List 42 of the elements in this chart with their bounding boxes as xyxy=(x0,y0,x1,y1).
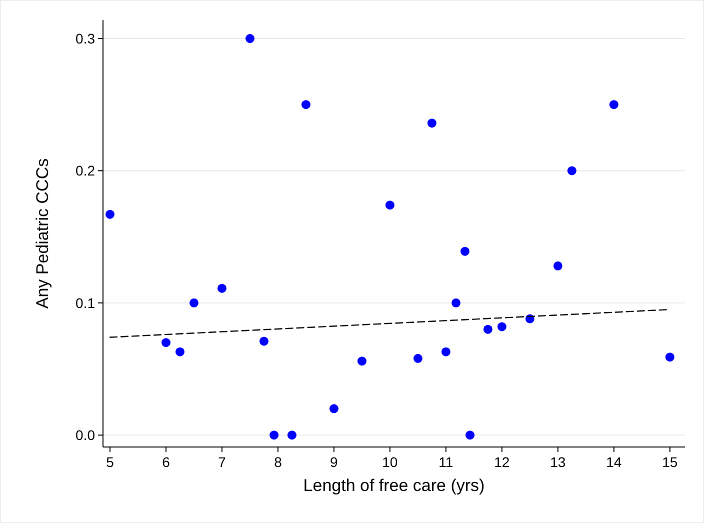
point xyxy=(161,338,170,348)
point xyxy=(665,352,674,362)
point xyxy=(497,322,506,332)
point xyxy=(609,100,618,110)
y-axis-title: Any Pediatric CCCs xyxy=(33,158,52,309)
point xyxy=(385,200,394,210)
x-tick-label: 5 xyxy=(106,454,114,470)
x-tick-label: 12 xyxy=(494,454,510,470)
point xyxy=(460,246,470,256)
point xyxy=(259,336,268,346)
point xyxy=(413,354,422,363)
x-tick-label: 15 xyxy=(662,454,678,470)
x-tick-label: 8 xyxy=(274,454,282,470)
point xyxy=(301,100,310,110)
point xyxy=(287,430,296,440)
point xyxy=(175,347,184,356)
x-tick-label: 13 xyxy=(550,454,566,470)
y-tick-label: 0.3 xyxy=(76,30,96,46)
x-tick-label: 7 xyxy=(218,454,226,470)
point xyxy=(245,34,254,44)
y-tick-label: 0.2 xyxy=(76,162,96,179)
point xyxy=(441,347,450,356)
point xyxy=(329,404,338,414)
x-tick-label: 10 xyxy=(382,454,398,470)
y-tick-label: 0.0 xyxy=(76,427,96,443)
point xyxy=(466,430,475,440)
point xyxy=(189,298,198,308)
x-tick-label: 9 xyxy=(330,454,338,470)
point xyxy=(452,298,461,308)
point xyxy=(357,356,366,366)
x-tick-label: 11 xyxy=(438,454,454,470)
x-axis-title: Length of free care (yrs) xyxy=(303,476,485,495)
point xyxy=(567,166,576,176)
x-tick-label: 6 xyxy=(162,454,170,470)
point xyxy=(553,261,562,270)
point xyxy=(483,324,492,334)
point xyxy=(106,210,114,219)
y-tick-label: 0.1 xyxy=(76,294,96,311)
point xyxy=(427,118,436,128)
point xyxy=(270,430,279,440)
point xyxy=(217,284,226,293)
x-tick-label: 14 xyxy=(606,454,622,470)
